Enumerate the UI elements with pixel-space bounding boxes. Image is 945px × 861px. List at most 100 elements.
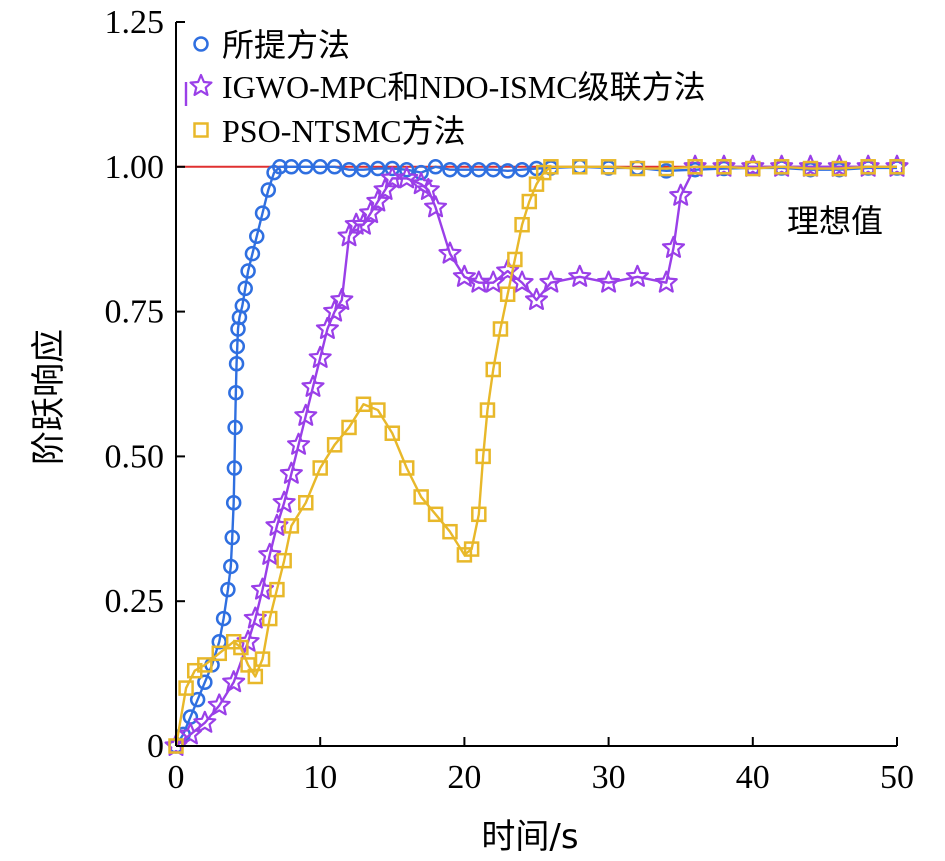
legend-marker — [189, 73, 213, 96]
series-line — [174, 165, 897, 747]
series-line — [175, 165, 897, 747]
data-point — [568, 264, 592, 287]
data-point — [287, 432, 311, 455]
data-point — [384, 425, 401, 441]
data-point — [283, 159, 300, 175]
y-tick-label: 0.75 — [105, 294, 165, 331]
data-point — [197, 657, 213, 673]
data-point — [233, 639, 249, 656]
legend: 所提方法 IGWO-MPC和NDO-ISMC级联方法 PSO-NTSMC方法 — [184, 27, 706, 149]
data-point — [741, 154, 765, 177]
data-point — [442, 523, 458, 540]
x-tick-label: 20 — [447, 759, 481, 796]
data-point — [272, 490, 296, 513]
legend-marker — [193, 36, 209, 52]
data-point — [452, 264, 476, 287]
data-point — [889, 159, 905, 175]
data-point — [499, 163, 516, 179]
data-point — [226, 460, 243, 476]
data-point — [294, 403, 318, 426]
series-line — [174, 165, 897, 747]
legend-item-3: PSO-NTSMC方法 — [193, 113, 466, 149]
data-point — [279, 461, 303, 484]
data-point — [572, 159, 588, 175]
data-point — [254, 205, 271, 221]
data-point — [860, 159, 876, 175]
data-point — [189, 691, 206, 708]
data-point — [683, 154, 707, 177]
data-point — [629, 160, 646, 177]
data-point — [413, 164, 429, 181]
data-point — [355, 396, 372, 413]
data-point — [315, 316, 339, 339]
data-point — [661, 235, 686, 258]
data-point — [658, 160, 675, 177]
data-point — [510, 270, 534, 293]
data-point — [193, 710, 217, 733]
legend-label: IGWO-MPC和NDO-ISMC级联方法 — [222, 69, 706, 105]
data-point — [222, 670, 246, 693]
data-point — [496, 258, 520, 282]
data-point — [492, 321, 509, 337]
legend-item-2: IGWO-MPC和NDO-ISMC级联方法 — [184, 69, 706, 106]
data-point — [272, 159, 288, 175]
data-point — [885, 154, 909, 177]
data-point — [341, 161, 357, 178]
data-point — [427, 506, 444, 523]
data-point — [831, 160, 848, 177]
data-point — [269, 581, 285, 598]
legend-label: 所提方法 — [222, 27, 350, 63]
data-point — [359, 201, 383, 224]
data-point — [308, 345, 332, 368]
data-point — [398, 161, 415, 178]
data-point — [370, 402, 386, 418]
data-point — [654, 270, 678, 293]
data-point — [398, 460, 415, 476]
data-point — [543, 159, 559, 175]
data-point — [395, 166, 419, 189]
data-point — [211, 645, 228, 662]
data-point — [223, 558, 239, 575]
data-point — [312, 460, 328, 476]
y-tick-label: 0 — [147, 728, 164, 765]
data-point — [298, 159, 314, 175]
data-point — [197, 674, 213, 691]
data-point — [856, 154, 880, 177]
x-tick-label: 50 — [880, 759, 914, 796]
series-1 — [168, 159, 905, 754]
data-point — [507, 251, 523, 268]
data-point — [463, 541, 480, 557]
data-point — [625, 264, 649, 287]
data-point — [341, 419, 357, 436]
series-3 — [168, 159, 905, 754]
data-point — [485, 361, 501, 378]
data-point — [326, 159, 343, 175]
data-point — [669, 183, 693, 206]
series-2 — [164, 154, 909, 756]
data-point — [471, 161, 487, 178]
data-point — [475, 448, 491, 465]
x-tick-label: 30 — [592, 759, 626, 796]
data-point — [244, 245, 261, 262]
data-point — [413, 489, 429, 505]
data-point — [207, 693, 231, 716]
data-point — [247, 668, 264, 685]
data-point — [802, 160, 819, 177]
series-layer — [164, 154, 909, 756]
data-point — [384, 160, 401, 177]
data-point — [514, 216, 530, 233]
data-point — [228, 384, 244, 401]
data-point — [524, 287, 549, 311]
x-tick-label: 40 — [736, 759, 770, 796]
data-point — [224, 529, 240, 546]
data-point — [424, 195, 448, 218]
data-point — [521, 193, 538, 210]
data-point — [442, 161, 458, 178]
legend-label: PSO-NTSMC方法 — [222, 113, 466, 149]
data-point — [600, 159, 617, 175]
data-point — [225, 494, 242, 511]
data-point — [220, 581, 236, 598]
data-point — [471, 506, 487, 523]
data-point — [260, 182, 277, 198]
data-point — [312, 159, 328, 175]
